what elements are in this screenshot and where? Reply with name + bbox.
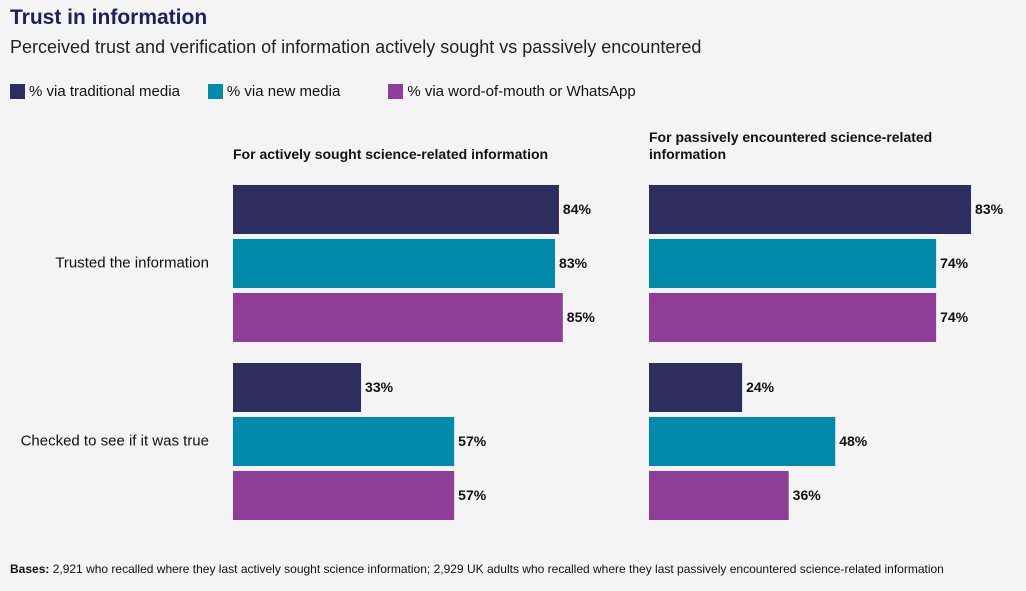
bar xyxy=(233,239,556,288)
legend-item: % via new media xyxy=(207,83,341,100)
value-label: 33% xyxy=(365,379,394,395)
bar xyxy=(649,417,836,466)
title: Trust in information xyxy=(10,6,208,29)
bar xyxy=(649,185,972,234)
legend-label: % via word-of-mouth or WhatsApp xyxy=(407,83,636,100)
bar xyxy=(233,417,455,466)
value-label: 83% xyxy=(559,255,588,271)
category-label: Checked to see if it was true xyxy=(21,432,209,449)
bar xyxy=(233,293,563,342)
footnote-label: Bases: xyxy=(10,562,50,576)
legend-item: % via word-of-mouth or WhatsApp xyxy=(388,83,636,100)
legend: % via traditional media % via new media % … xyxy=(10,83,636,100)
bar xyxy=(233,471,455,520)
footnote: Bases: 2,921 who recalled where they las… xyxy=(10,562,944,576)
bar xyxy=(649,293,937,342)
category-label: Trusted the information xyxy=(55,254,209,271)
value-label: 57% xyxy=(458,433,487,449)
footnote-text: 2,921 who recalled where they last activ… xyxy=(52,562,944,576)
panel-title: For actively sought science-related info… xyxy=(233,146,549,162)
panel-title: For passively encountered science-relate… xyxy=(649,129,933,162)
legend-label: % via traditional media xyxy=(29,83,180,100)
value-label: 83% xyxy=(975,201,1004,217)
bar xyxy=(233,185,559,234)
legend-swatch xyxy=(10,84,25,99)
value-label: 74% xyxy=(940,255,969,271)
bar xyxy=(649,239,937,288)
bar xyxy=(649,363,743,412)
value-label: 74% xyxy=(940,309,969,325)
value-label: 57% xyxy=(458,487,487,503)
value-label: 24% xyxy=(746,379,775,395)
legend-swatch xyxy=(388,84,404,99)
legend-item: % via traditional media xyxy=(10,83,180,100)
value-label: 48% xyxy=(839,433,868,449)
value-label: 85% xyxy=(567,309,596,325)
legend-swatch xyxy=(207,84,223,99)
bar xyxy=(233,363,362,412)
legend-label: % via new media xyxy=(226,83,341,100)
bar xyxy=(649,471,789,520)
value-label: 84% xyxy=(563,201,592,217)
value-label: 36% xyxy=(793,487,822,503)
subtitle: Perceived trust and verification of info… xyxy=(10,37,702,57)
